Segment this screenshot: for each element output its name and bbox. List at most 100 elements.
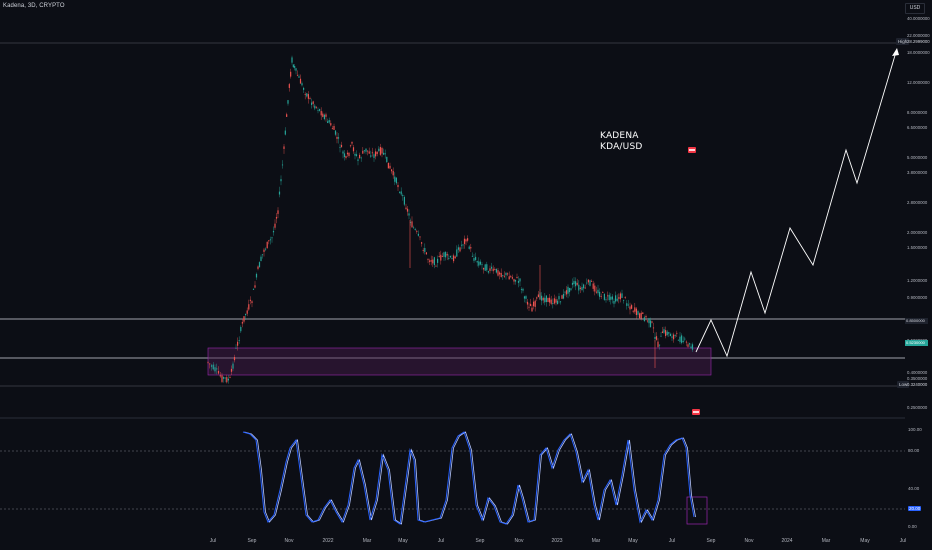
candle-body xyxy=(263,249,265,252)
candle-body xyxy=(586,282,588,284)
candle-body xyxy=(684,338,686,340)
candle-body xyxy=(562,293,565,299)
candle-body xyxy=(345,156,347,158)
candle-body xyxy=(463,238,466,244)
candle-body xyxy=(320,111,322,116)
candle-body xyxy=(237,341,239,346)
candle-body xyxy=(611,296,613,300)
candle-body xyxy=(479,261,481,265)
candle-body xyxy=(387,162,389,169)
candle-body xyxy=(291,57,293,63)
price-axis-label: 1.5000000 xyxy=(907,245,928,250)
candle-body xyxy=(677,339,679,341)
candle-body xyxy=(438,255,440,257)
candle-body xyxy=(307,94,309,99)
candle-body xyxy=(371,152,373,154)
candle-body xyxy=(525,296,527,299)
candle-body xyxy=(690,346,692,348)
candle-body xyxy=(619,293,621,300)
candle-body xyxy=(406,208,409,212)
candle-body xyxy=(639,313,641,319)
candle-body xyxy=(513,279,515,282)
candle-body xyxy=(365,148,367,152)
candle-body xyxy=(471,255,473,257)
candle-body xyxy=(224,377,226,379)
candle-body xyxy=(248,304,250,310)
candle-body xyxy=(635,308,637,316)
candle-body xyxy=(514,279,517,282)
candle-body xyxy=(581,287,583,291)
price-axis-label: 0.9000000 xyxy=(907,295,928,300)
time-axis-label: 2022 xyxy=(322,538,334,544)
candle-body xyxy=(519,278,521,282)
candle-body xyxy=(652,327,655,329)
candle-body xyxy=(243,316,245,322)
candle-body xyxy=(544,297,546,303)
candle-body xyxy=(529,303,532,307)
candle-body xyxy=(685,341,687,343)
candle-body xyxy=(411,221,413,228)
candle-body xyxy=(691,344,694,350)
candle-body xyxy=(368,151,370,154)
candle-body xyxy=(556,300,559,305)
candle-body xyxy=(437,258,439,263)
candle-body xyxy=(536,297,538,299)
flag-icon[interactable] xyxy=(692,409,700,415)
candle-body xyxy=(325,114,327,117)
candle-body xyxy=(265,248,267,250)
candle-body xyxy=(494,269,496,270)
candle-body xyxy=(534,300,536,307)
price-axis-label: 1.2000000 xyxy=(907,278,928,283)
candle-body xyxy=(292,64,294,68)
flag-icon[interactable] xyxy=(688,147,696,153)
symbol-title[interactable]: Kadena, 3D, CRYPTO xyxy=(3,3,65,9)
stoch-d-line xyxy=(244,431,696,525)
candle-body xyxy=(674,334,676,336)
candle-body xyxy=(354,153,356,156)
candle-body xyxy=(492,268,494,272)
candle-body xyxy=(660,335,662,337)
candle-body xyxy=(626,303,628,306)
candle-body xyxy=(583,284,585,289)
candle-body xyxy=(373,154,375,158)
candle-body xyxy=(379,147,381,155)
candle-body xyxy=(328,120,330,123)
candle-body xyxy=(419,236,421,238)
candle-body xyxy=(578,284,580,291)
candle-body xyxy=(266,241,268,249)
resistance-price-tag: 0.8500000 xyxy=(905,318,928,324)
annotation-kadena[interactable]: KADENA xyxy=(600,131,639,141)
candle-body xyxy=(648,318,650,324)
candle-body xyxy=(405,207,407,209)
candle-body xyxy=(441,256,443,257)
candle-body xyxy=(298,76,300,78)
candle-body xyxy=(403,197,405,205)
candle-body xyxy=(592,283,594,289)
candle-body xyxy=(397,185,399,188)
candle-body xyxy=(481,264,483,266)
candle-body xyxy=(491,266,493,269)
price-axis-label: 22.0000000 xyxy=(907,33,930,38)
candle-body xyxy=(214,367,216,372)
price-axis-label: 6.5000000 xyxy=(907,125,928,130)
candle-body xyxy=(570,288,572,290)
candle-body xyxy=(334,130,337,135)
currency-button[interactable]: USD xyxy=(905,3,925,14)
annotation-pair[interactable]: KDA/USD xyxy=(600,142,643,152)
candle-body xyxy=(386,156,388,163)
candle-body xyxy=(251,301,253,303)
candle-body xyxy=(542,297,544,301)
candle-body xyxy=(392,171,394,176)
candle-body xyxy=(478,261,480,266)
candle-body xyxy=(495,268,497,273)
candle-body xyxy=(322,113,324,117)
candle-body xyxy=(502,275,504,276)
candle-body xyxy=(669,333,671,337)
candle-body xyxy=(621,293,623,298)
candle-body xyxy=(268,240,270,242)
candle-body xyxy=(357,159,359,161)
price-axis-label: 40.0000000 xyxy=(907,16,930,21)
candle-body xyxy=(246,310,248,314)
